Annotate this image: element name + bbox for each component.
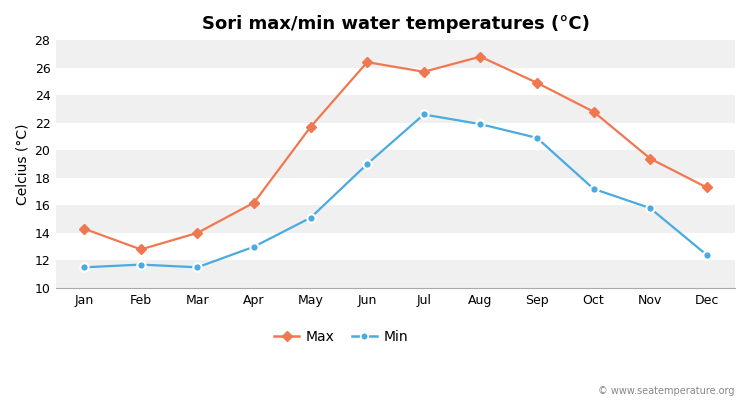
- Bar: [56, 260, 735, 288]
- Max: [702, 185, 711, 190]
- Min: [363, 162, 372, 166]
- Max: [193, 230, 202, 235]
- Text: © www.seatemperature.org: © www.seatemperature.org: [598, 386, 735, 396]
- Y-axis label: Celcius (°C): Celcius (°C): [15, 123, 29, 205]
- Line: Min: Min: [80, 110, 711, 272]
- Max: [306, 124, 315, 129]
- Min: [80, 265, 88, 270]
- Min: [306, 215, 315, 220]
- Bar: [56, 95, 735, 123]
- Min: [589, 186, 598, 191]
- Max: [363, 60, 372, 64]
- Bar: [56, 40, 735, 68]
- Bar: [56, 178, 735, 205]
- Max: [476, 54, 484, 59]
- Max: [419, 69, 428, 74]
- Bar: [56, 205, 735, 233]
- Min: [136, 262, 146, 267]
- Title: Sori max/min water temperatures (°C): Sori max/min water temperatures (°C): [202, 15, 590, 33]
- Max: [532, 80, 542, 85]
- Max: [589, 109, 598, 114]
- Min: [250, 244, 259, 249]
- Min: [702, 252, 711, 257]
- Bar: [56, 123, 735, 150]
- Min: [532, 136, 542, 140]
- Min: [419, 112, 428, 117]
- Max: [136, 247, 146, 252]
- Min: [646, 206, 655, 210]
- Bar: [56, 233, 735, 260]
- Max: [250, 200, 259, 205]
- Min: [193, 265, 202, 270]
- Max: [80, 226, 88, 231]
- Bar: [56, 150, 735, 178]
- Legend: Max, Min: Max, Min: [268, 325, 414, 350]
- Bar: [56, 68, 735, 95]
- Max: [646, 156, 655, 161]
- Min: [476, 122, 484, 126]
- Line: Max: Max: [80, 53, 710, 253]
